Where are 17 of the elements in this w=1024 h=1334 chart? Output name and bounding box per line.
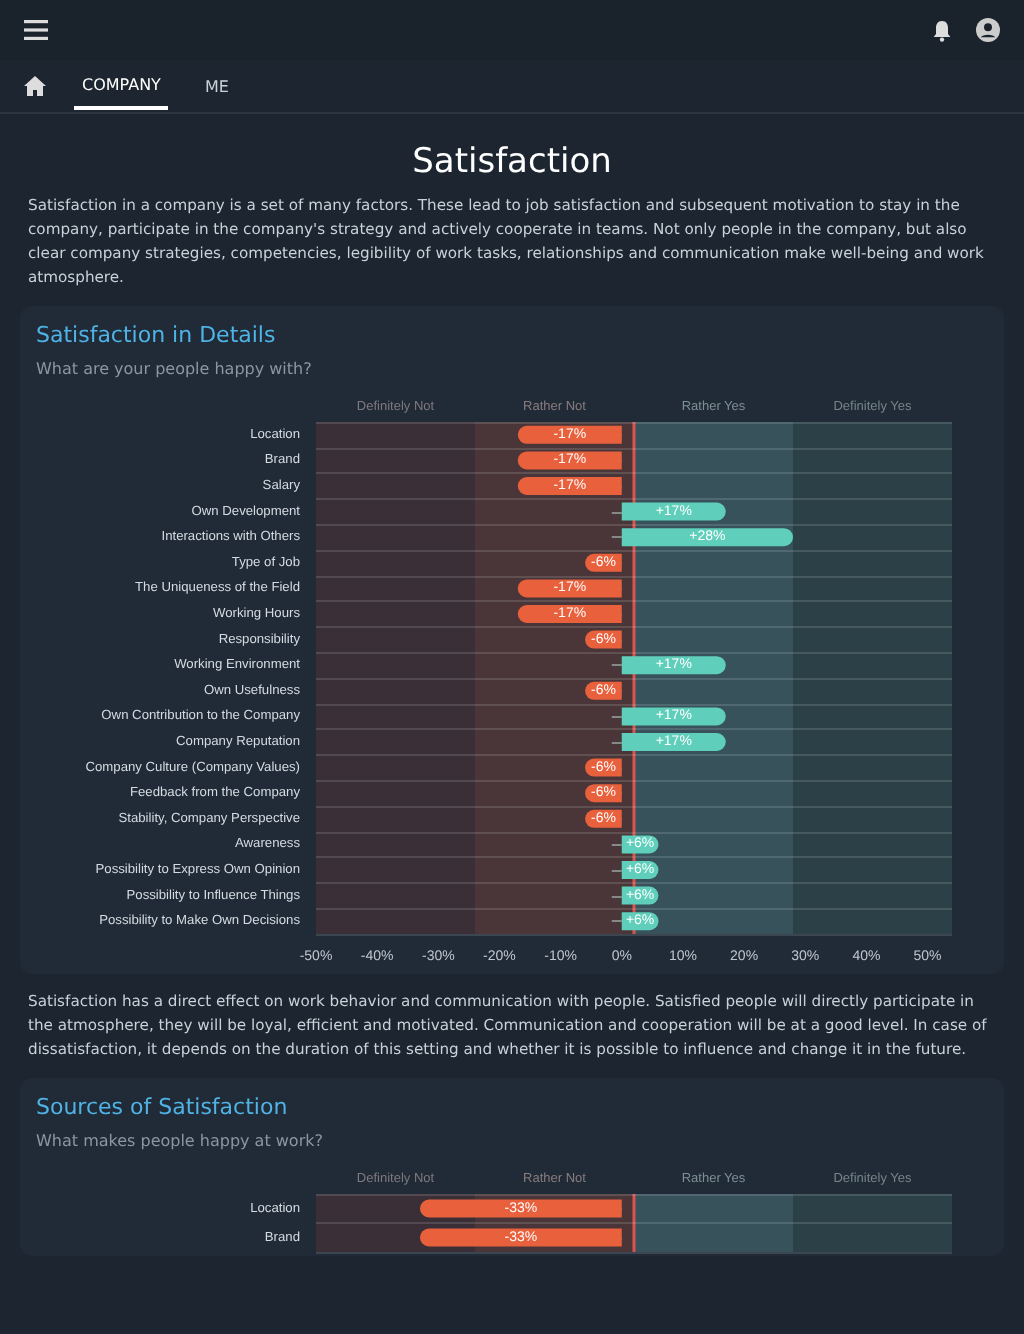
bar: [517, 477, 622, 495]
text: Satisfaction: [410, 142, 614, 182]
bar: [517, 425, 622, 444]
chart-title: Satisfaction in Details: [36, 322, 278, 348]
bar: [621, 707, 726, 726]
text: What are your people happy with?: [36, 360, 314, 378]
text: What makes people happy at work?: [36, 1132, 325, 1150]
chart-title: Sources of Satisfaction: [36, 1094, 290, 1120]
bar: [517, 605, 622, 623]
bar: [517, 451, 622, 470]
text: ME: [202, 75, 231, 99]
bar: [621, 656, 726, 675]
bar: [621, 502, 726, 521]
bar: [621, 733, 726, 751]
bar: [517, 579, 622, 598]
bar: [621, 528, 793, 547]
text: COMPANY: [74, 63, 169, 109]
